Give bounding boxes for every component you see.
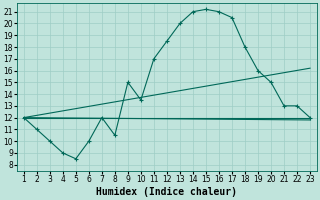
X-axis label: Humidex (Indice chaleur): Humidex (Indice chaleur) [96,186,237,197]
